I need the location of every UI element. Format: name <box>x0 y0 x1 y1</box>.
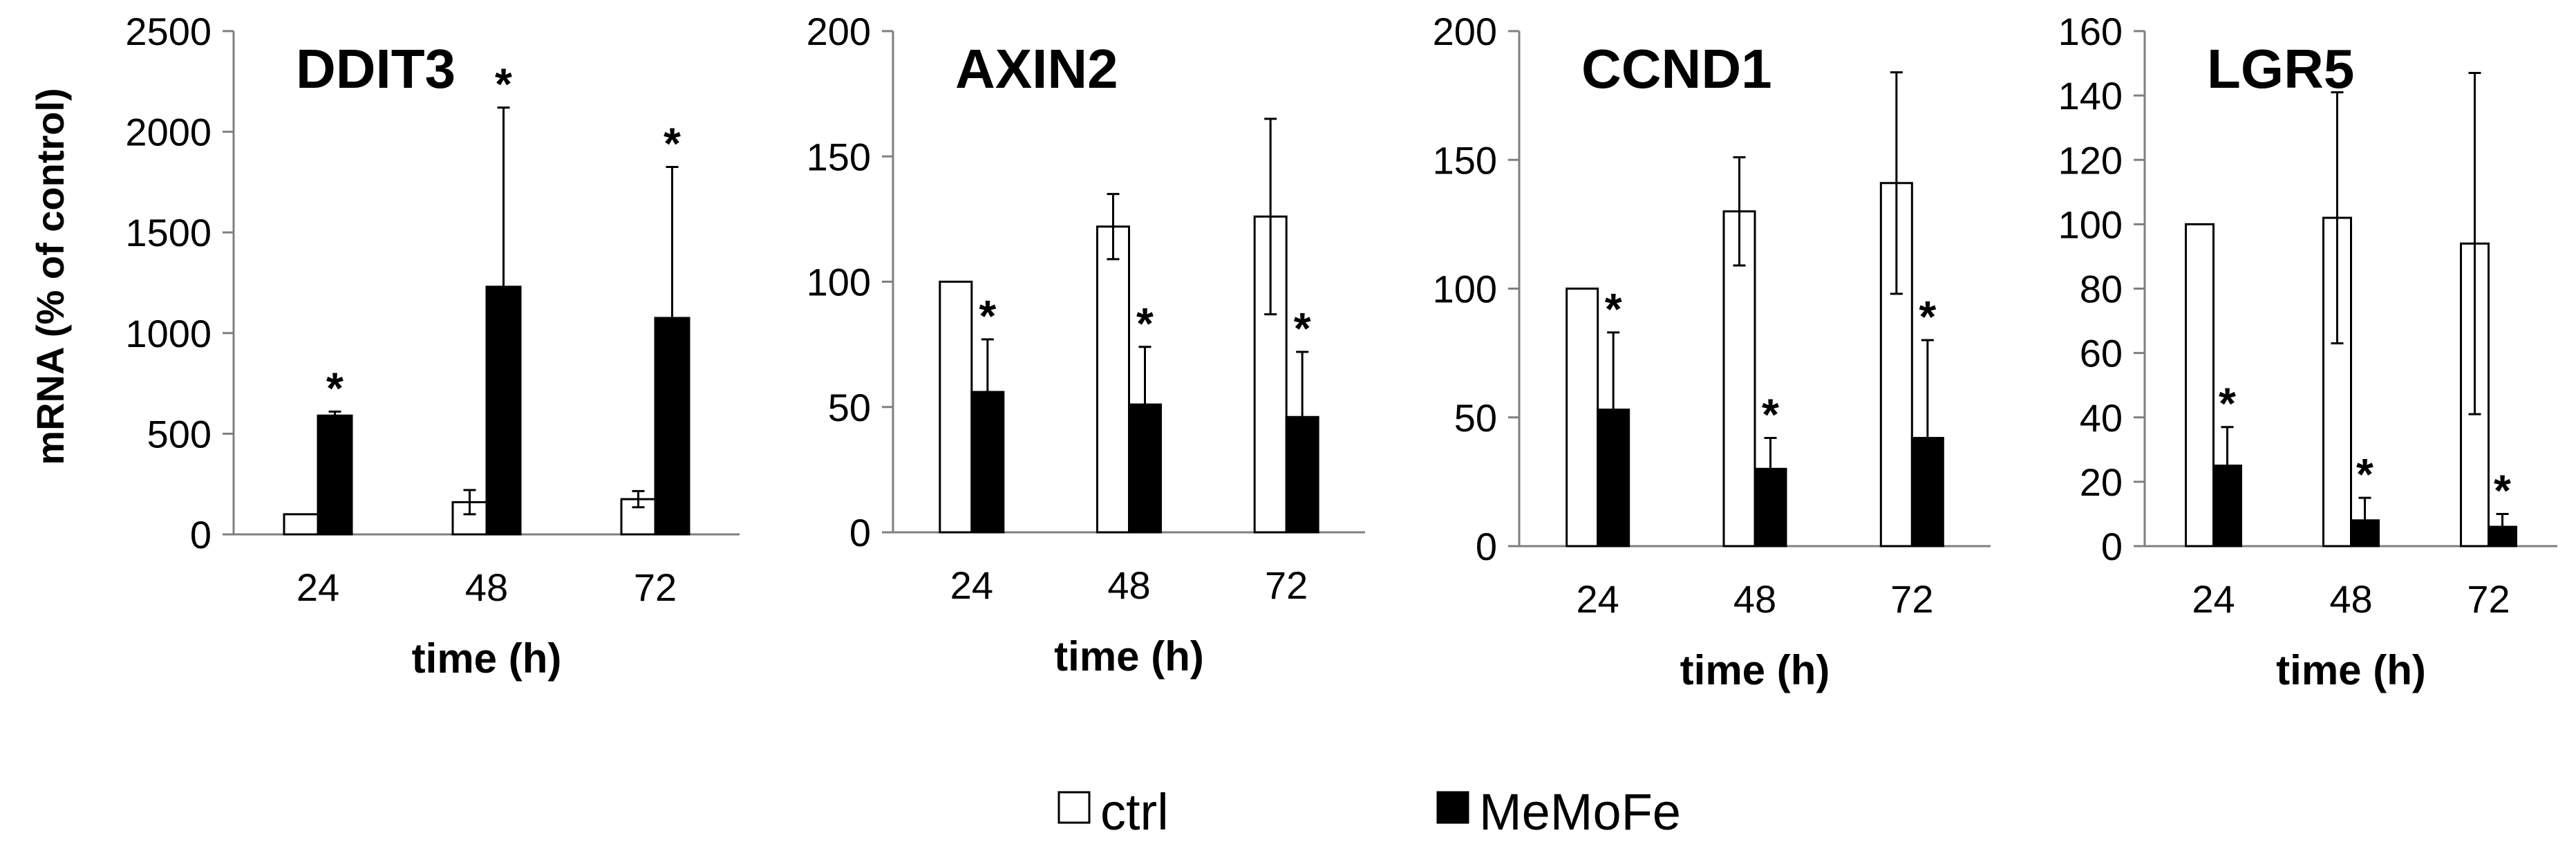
significance-star: * <box>1294 303 1311 353</box>
x-tick-label: 48 <box>2329 577 2372 621</box>
x-tick-label: 48 <box>465 565 508 609</box>
y-tick-label: 200 <box>807 10 871 53</box>
legend-label-memofe: MeMoFe <box>1479 783 1681 841</box>
y-tick-label: 100 <box>807 261 871 304</box>
y-tick-label: 1000 <box>125 312 211 355</box>
bar-ctrl <box>2322 216 2352 548</box>
y-tick-label: 160 <box>2058 10 2123 53</box>
bar-ctrl <box>1566 288 1599 548</box>
y-tick-label: 0 <box>190 513 211 557</box>
chart-panel-ccnd1: 0 50 100 150 200 24 * 48 * 72 * CCND1 time (h) <box>1433 10 1991 693</box>
bar-memofe <box>970 391 1005 534</box>
bar-memofe <box>317 414 353 536</box>
bar-memofe <box>485 286 522 536</box>
y-tick-label: 0 <box>849 511 871 554</box>
y-tick-label: 40 <box>2080 396 2123 440</box>
bar-memofe <box>2212 465 2242 548</box>
chart-panel-ddit3: 0 500 1000 1500 2000 2500 24 * 48 * 72 * DDIT3 time (… <box>125 10 740 682</box>
x-tick-label: 72 <box>634 565 677 609</box>
y-tick-label: 50 <box>828 386 871 429</box>
y-tick-label: 60 <box>2080 332 2123 375</box>
y-axis-label: mRNA (% of control) <box>28 88 72 465</box>
significance-star: * <box>495 59 512 109</box>
y-tick-label: 0 <box>2101 525 2123 568</box>
y-tick-label: 100 <box>1433 268 1497 311</box>
chart-title: LGR5 <box>2207 38 2354 100</box>
x-tick-label: 24 <box>297 565 339 609</box>
bar-ctrl <box>283 513 319 536</box>
chart-title: DDIT3 <box>296 38 455 100</box>
x-tick-label: 72 <box>1265 563 1308 607</box>
y-tick-label: 2000 <box>125 111 211 154</box>
bar-memofe <box>1597 409 1630 548</box>
y-tick-label: 150 <box>1433 138 1497 182</box>
y-tick-label: 100 <box>2058 203 2123 246</box>
x-tick-label: 72 <box>1890 577 1933 621</box>
significance-star: * <box>979 291 996 341</box>
x-axis-label: time (h) <box>1054 633 1204 680</box>
legend-swatch-memofe <box>1436 791 1469 824</box>
y-tick-label: 2500 <box>125 10 211 53</box>
bar-memofe <box>1910 437 1944 548</box>
x-tick-label: 72 <box>2467 577 2510 621</box>
y-tick-label: 120 <box>2058 138 2123 182</box>
significance-star: * <box>1919 292 1936 342</box>
x-axis-label: time (h) <box>2276 647 2426 693</box>
bar-memofe <box>2350 519 2380 548</box>
bar-ctrl <box>2185 223 2215 548</box>
y-tick-label: 500 <box>147 412 211 456</box>
bar-memofe <box>654 317 690 536</box>
bar-memofe <box>2488 525 2517 548</box>
significance-star: * <box>2356 449 2373 499</box>
chart-panel-lgr5: 0 20 40 60 80 100 120 140 160 24 * 48 * 72 * LGR5 time (… <box>2058 10 2557 693</box>
y-tick-label: 50 <box>1454 396 1497 440</box>
significance-star: * <box>664 119 681 169</box>
x-tick-label: 48 <box>1733 577 1776 621</box>
x-tick-label: 24 <box>2192 577 2235 621</box>
chart-title: AXIN2 <box>955 38 1118 100</box>
y-tick-label: 80 <box>2080 268 2123 311</box>
y-tick-label: 200 <box>1433 10 1497 53</box>
bar-memofe <box>1285 415 1319 534</box>
y-tick-label: 150 <box>807 135 871 178</box>
legend-swatch-ctrl <box>1057 791 1091 824</box>
significance-star: * <box>2219 379 2236 429</box>
chart-title: CCND1 <box>1581 38 1772 100</box>
significance-star: * <box>2494 465 2511 515</box>
legend-label-ctrl: ctrl <box>1100 783 1169 841</box>
significance-star: * <box>1605 284 1622 334</box>
bar-ctrl <box>1096 225 1130 534</box>
significance-star: * <box>326 363 344 413</box>
x-tick-label: 24 <box>950 563 993 607</box>
y-tick-label: 0 <box>1476 525 1497 568</box>
y-tick-label: 20 <box>2080 460 2123 504</box>
legend: ctrl MeMoFe <box>1057 783 1681 841</box>
chart-panel-axin2: 0 50 100 150 200 24 * 48 * 72 * AXIN2 time (h) <box>807 10 1365 680</box>
significance-star: * <box>1762 390 1779 440</box>
y-tick-label: 140 <box>2058 74 2123 118</box>
x-axis-label: time (h) <box>412 635 562 682</box>
bar-ctrl <box>939 281 973 534</box>
bar-memofe <box>1128 403 1162 534</box>
x-tick-label: 24 <box>1577 577 1619 621</box>
x-axis-label: time (h) <box>1680 647 1830 693</box>
x-tick-label: 48 <box>1107 563 1150 607</box>
significance-star: * <box>1136 299 1154 348</box>
bar-memofe <box>1754 467 1787 548</box>
y-tick-label: 1500 <box>125 211 211 254</box>
